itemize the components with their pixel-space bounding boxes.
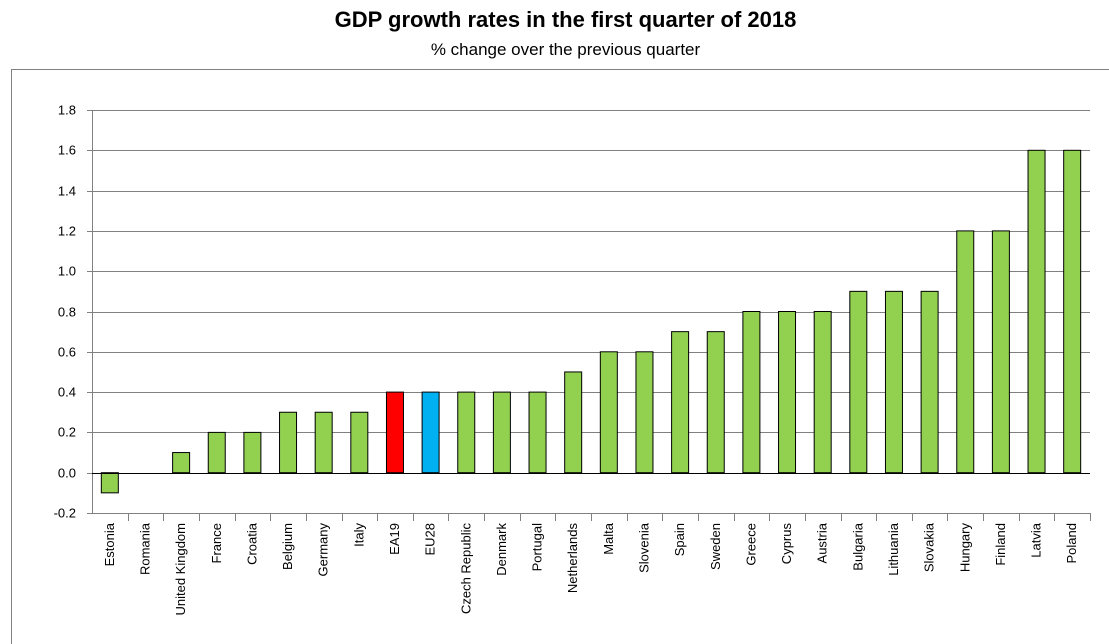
bar-italy (350, 411, 369, 474)
bar-finland (991, 230, 1010, 474)
bar-latvia (1027, 149, 1046, 474)
x-tick-label: Portugal (530, 523, 545, 572)
x-tick-label: Estonia (102, 522, 117, 566)
x-tick-label: Netherlands (565, 523, 580, 594)
bar-cyprus (778, 311, 797, 474)
y-tick-label: 1.0 (58, 264, 76, 279)
x-tick-label: Latvia (1029, 522, 1044, 557)
x-tick-label: Austria (815, 522, 830, 563)
bar-austria (813, 311, 832, 474)
y-tick-label: 0.2 (58, 425, 76, 440)
bar-sweden (706, 331, 725, 474)
y-tick-label: 0.8 (58, 305, 76, 320)
chart-subtitle: % change over the previous quarter (430, 40, 701, 59)
bar-malta (599, 351, 618, 474)
labels: 1.8 1.6 1.4 1.2 1.0 0.8 0.6 0.4 0.2 0.0 -0.2 Estoni… (54, 103, 1080, 616)
x-tick-label: EU28 (423, 523, 438, 556)
bar-slovenia (635, 351, 654, 474)
x-tick-label: Lithuania (886, 522, 901, 576)
bar-czech-republic (457, 391, 476, 474)
x-tick-label: Belgium (280, 523, 295, 570)
x-tick-label: Czech Republic (458, 523, 473, 615)
y-tick-label: 0.6 (58, 345, 76, 360)
bar-croatia (243, 431, 262, 474)
bar-germany (314, 411, 333, 474)
y-tick-label: 0.4 (58, 385, 76, 400)
bar-france (207, 431, 226, 474)
bars (100, 149, 1082, 494)
x-tick-label: Croatia (244, 522, 259, 565)
y-tick-label: -0.2 (54, 506, 76, 521)
y-tick-label: 1.6 (58, 143, 76, 158)
bar-lithuania (884, 290, 903, 474)
bar-spain (671, 331, 690, 474)
y-tick-label: 1.4 (58, 184, 76, 199)
bar-denmark (492, 391, 511, 474)
x-tick-label: Italy (351, 523, 366, 547)
bar-estonia (100, 472, 119, 494)
bar-poland (1063, 149, 1082, 474)
x-tick-label: Cyprus (779, 523, 794, 565)
x-tick-label: France (209, 523, 224, 563)
bar-greece (742, 311, 761, 474)
bar-united-kingdom (172, 452, 191, 474)
bar-ea19 (385, 391, 404, 474)
bar-portugal (528, 391, 547, 474)
axes (87, 110, 1091, 521)
x-tick-label: Romania (137, 522, 152, 575)
x-tick-label: Greece (743, 523, 758, 566)
bar-bulgaria (849, 290, 868, 474)
x-tick-label: Finland (993, 523, 1008, 566)
y-tick-label: 1.8 (58, 103, 76, 118)
x-tick-label: Denmark (494, 523, 509, 576)
x-tick-label: Malta (601, 522, 616, 555)
bar-hungary (956, 230, 975, 474)
x-tick-label: Poland (1064, 523, 1079, 563)
chart-title: GDP growth rates in the first quarter of… (334, 7, 797, 32)
bar-slovakia (920, 290, 939, 474)
x-tick-label: Bulgaria (850, 522, 865, 570)
bar-belgium (279, 411, 298, 474)
x-tick-label: Hungary (957, 523, 972, 573)
x-tick-label: EA19 (387, 523, 402, 555)
y-tick-label: 1.2 (58, 224, 76, 239)
y-tick-label: 0.0 (58, 466, 76, 481)
x-tick-label: Slovakia (922, 522, 937, 572)
x-tick-label: Germany (316, 523, 331, 577)
x-tick-label: Spain (672, 523, 687, 556)
bar-eu28 (421, 391, 440, 474)
x-tick-label: Slovenia (636, 522, 651, 573)
bar-netherlands (564, 371, 583, 474)
x-tick-label: Sweden (708, 523, 723, 570)
x-tick-label: United Kingdom (173, 523, 188, 616)
